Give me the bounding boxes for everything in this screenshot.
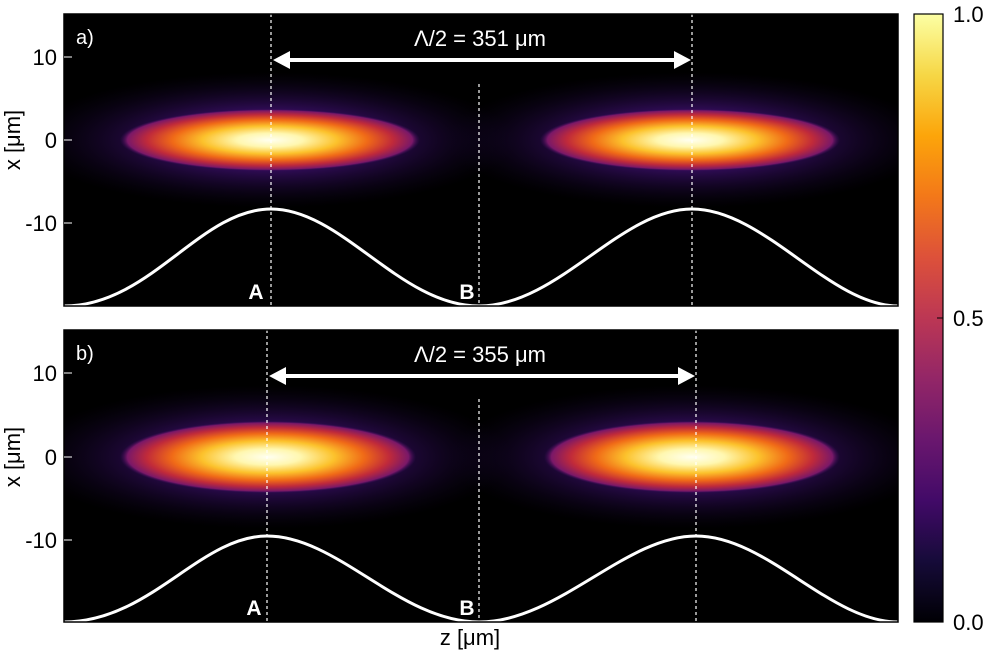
panel-b-point-label-b: B	[459, 597, 474, 620]
panel-a-ytick-0: 0	[45, 128, 57, 153]
panel-b-ytick-minus10: -10	[25, 528, 57, 553]
panel-b-intensity-peak-2	[544, 421, 840, 493]
panel-a-label: a)	[76, 27, 94, 49]
panel-a-span-arrow	[273, 51, 691, 69]
panel-a-y-axis: 10 0 -10	[25, 45, 72, 236]
panel-a: a) Λ/2 = 351 μm A B 10 0 -10 x [μm]	[0, 13, 899, 307]
colorbar-tick-mid: 0.5	[953, 306, 984, 331]
panel-a-ylabel: x [μm]	[0, 110, 25, 170]
panel-a-intensity-peak-2	[540, 109, 840, 171]
colorbar: 1.0 0.5 0.0	[913, 2, 984, 635]
panel-a-profile-curve	[64, 207, 898, 306]
panel-a-intensity-peak-1	[120, 109, 420, 171]
colorbar-tick-bottom: 0.0	[953, 610, 984, 635]
panel-a-point-label-a: A	[248, 281, 263, 304]
panel-b-ylabel: x [μm]	[0, 427, 25, 487]
panel-b-ytick-10: 10	[33, 361, 57, 386]
panel-a-ytick-minus10: -10	[25, 211, 57, 236]
x-axis-label: z [μm]	[440, 625, 500, 650]
panel-a-frame	[63, 13, 899, 307]
panel-b-frame	[63, 329, 899, 623]
panel-b: b) Λ/2 = 355 μm A B 10 0 -10 x [μm]	[0, 329, 899, 623]
panel-b-label: b)	[76, 343, 94, 365]
panel-b-intensity-peak-1	[120, 421, 416, 493]
panel-a-annotation: Λ/2 = 351 μm	[414, 26, 546, 51]
panel-a-ytick-10: 10	[33, 45, 57, 70]
panel-b-span-arrow	[269, 367, 695, 385]
panel-b-point-label-a: A	[246, 597, 261, 620]
colorbar-tick-top: 1.0	[953, 2, 984, 27]
panel-b-annotation: Λ/2 = 355 μm	[414, 342, 546, 367]
panel-b-y-axis: 10 0 -10	[25, 361, 72, 553]
panel-b-profile-curve	[64, 534, 898, 622]
panel-b-ytick-0: 0	[45, 445, 57, 470]
panel-a-point-label-b: B	[459, 281, 474, 304]
